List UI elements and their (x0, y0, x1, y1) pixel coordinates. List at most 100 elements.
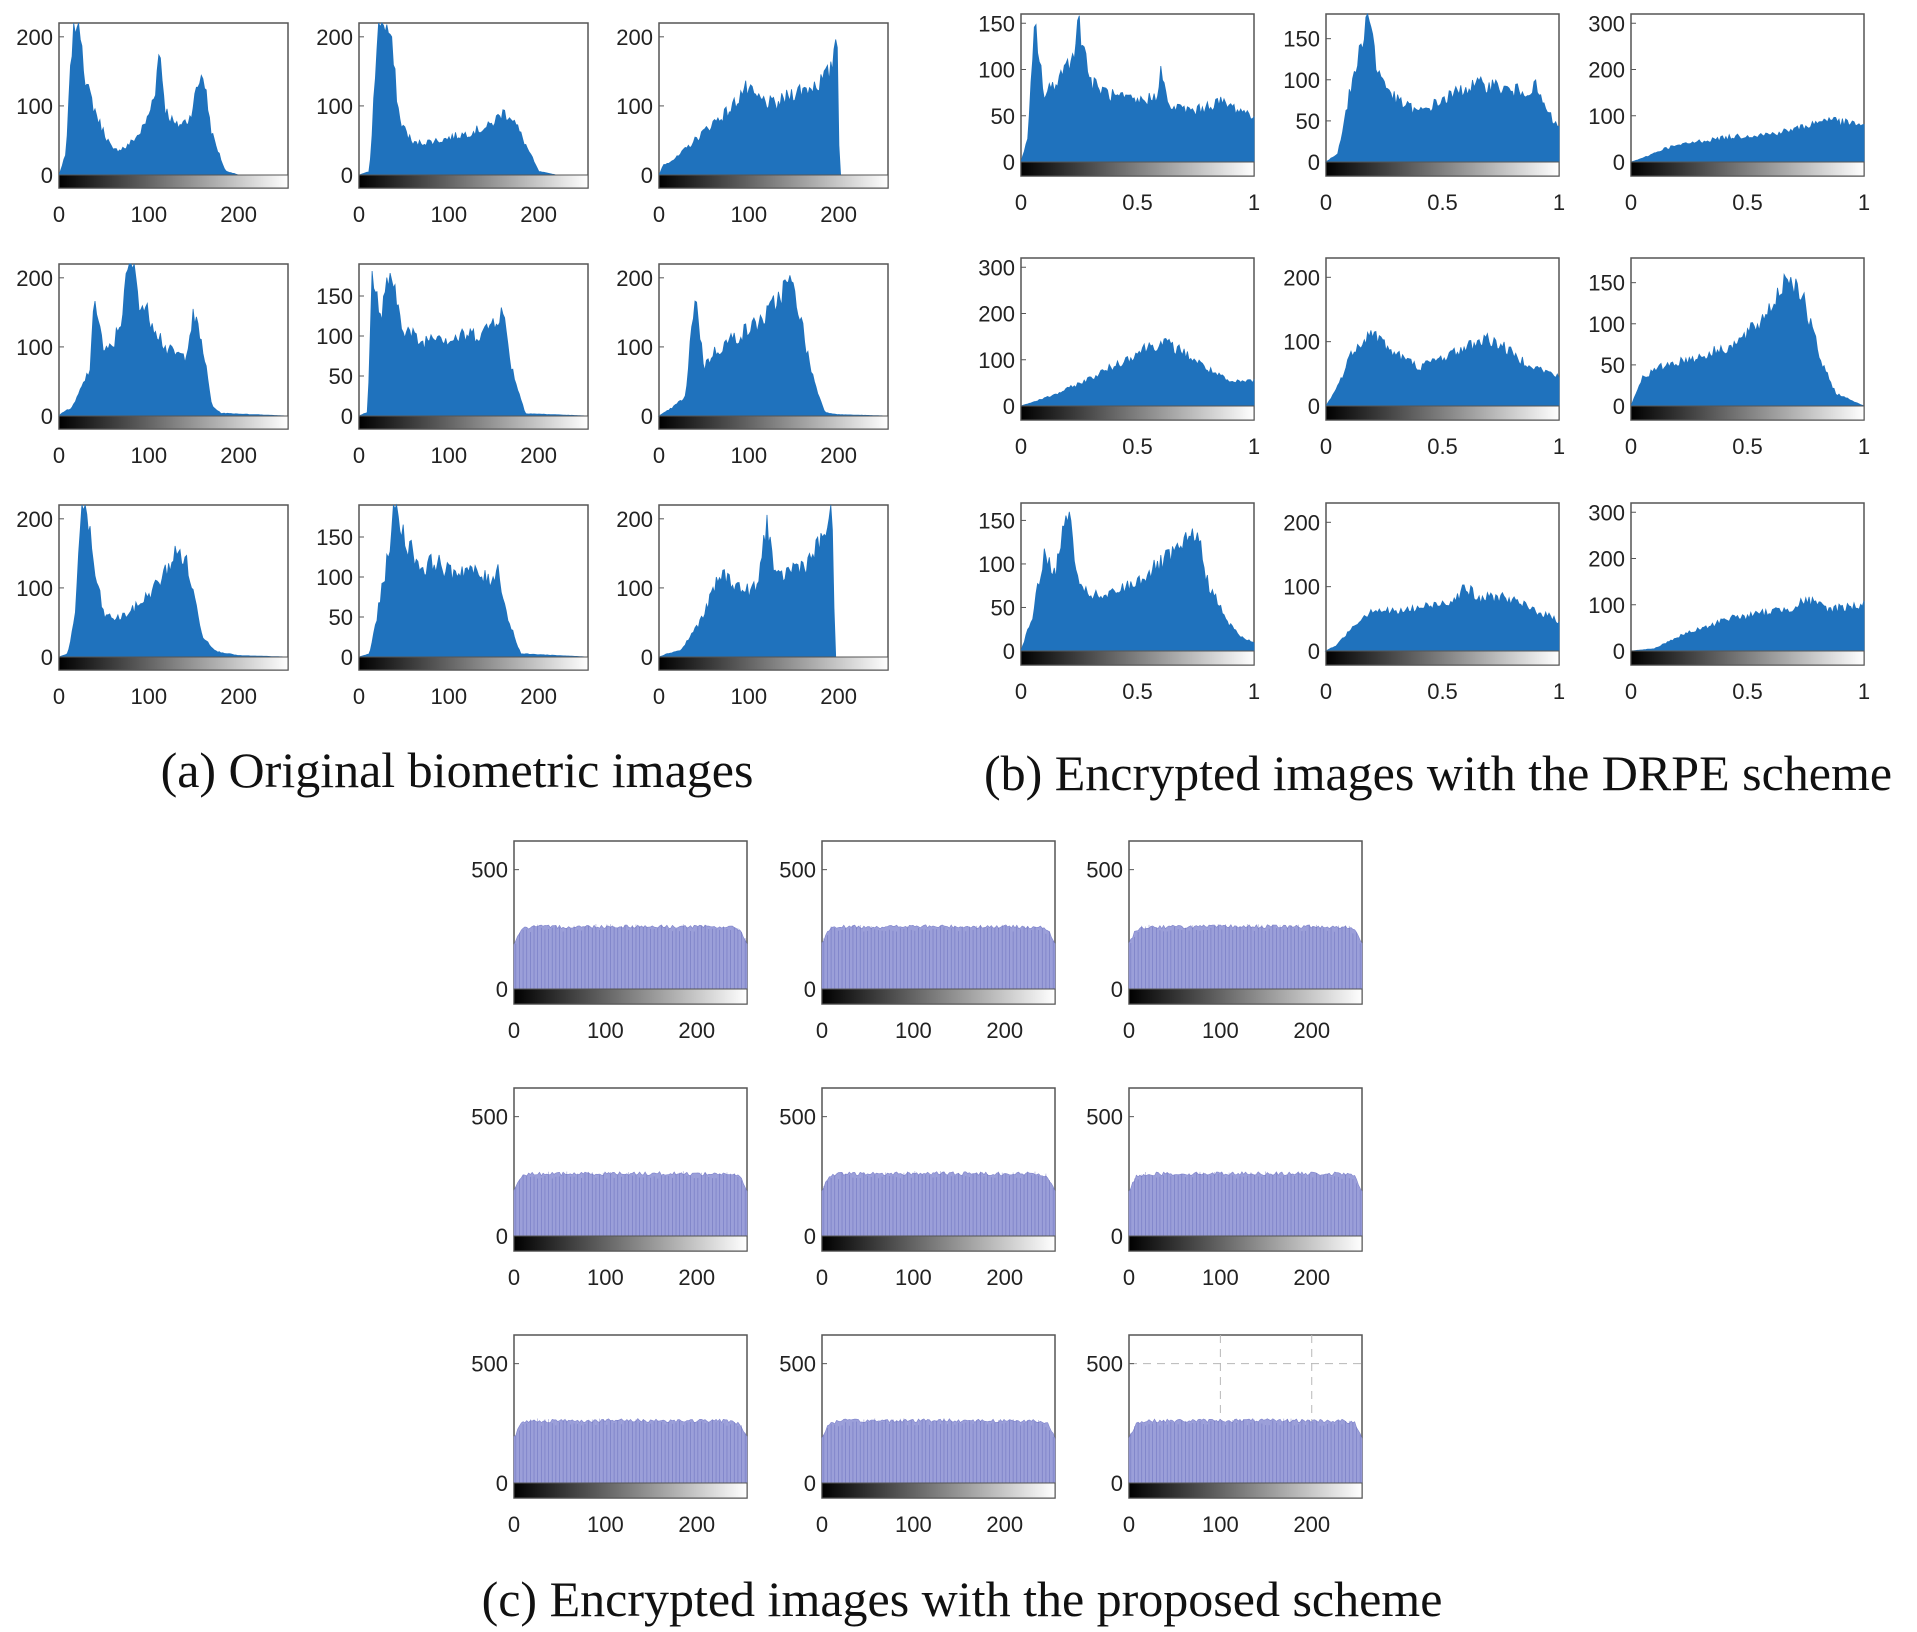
y-tick-label: 100 (316, 565, 353, 590)
y-tick-label: 0 (496, 1471, 508, 1496)
histogram-area (657, 275, 888, 417)
y-tick-label: 0 (41, 645, 53, 670)
y-tick-label: 0 (1111, 1471, 1123, 1496)
histogram-2-9: 0 100 200 300 0 0.5 1 (1588, 500, 1870, 704)
x-tick-label: 1 (1248, 434, 1260, 459)
x-tick-label: 100 (730, 443, 767, 468)
y-tick-label: 100 (316, 324, 353, 349)
y-tick-label: 100 (1588, 593, 1625, 618)
x-tick-label: 0.5 (1122, 434, 1153, 459)
y-tick-label: 100 (1283, 575, 1320, 600)
x-tick-label: 0.5 (1427, 679, 1458, 704)
y-tick-label: 100 (1283, 330, 1320, 355)
x-tick-label: 100 (1202, 1018, 1239, 1043)
histogram-area (513, 1418, 748, 1484)
grayscale-bar (1128, 988, 1363, 1005)
y-tick-label: 500 (471, 858, 508, 883)
x-tick-label: 100 (895, 1265, 932, 1290)
x-tick-label: 0.5 (1732, 434, 1763, 459)
x-tick-label: 0 (1625, 434, 1637, 459)
x-tick-label: 200 (520, 684, 557, 709)
grayscale-bar (658, 415, 889, 430)
y-tick-label: 0 (641, 163, 653, 188)
x-tick-label: 200 (220, 443, 257, 468)
grayscale-bar (658, 656, 889, 671)
y-tick-label: 0 (41, 404, 53, 429)
x-tick-label: 0 (508, 1265, 520, 1290)
x-tick-label: 0 (653, 443, 665, 468)
histogram-3-6: 0 500 0 100 200 (1086, 1087, 1363, 1290)
x-tick-label: 100 (587, 1512, 624, 1537)
x-tick-label: 100 (130, 202, 167, 227)
y-tick-label: 200 (978, 302, 1015, 327)
grayscale-bar (1128, 1235, 1363, 1252)
y-tick-label: 300 (1588, 11, 1625, 36)
x-tick-label: 0 (1123, 1018, 1135, 1043)
y-tick-label: 200 (16, 25, 53, 50)
x-tick-label: 0 (1320, 190, 1332, 215)
histogram-area (58, 504, 288, 658)
histogram-area (1325, 330, 1560, 407)
x-tick-label: 100 (130, 443, 167, 468)
x-tick-label: 0 (53, 443, 65, 468)
histogram-1-8: 0 50 100 150 0 100 200 (316, 503, 589, 709)
y-tick-label: 200 (316, 25, 353, 50)
histogram-area (821, 1171, 1056, 1237)
y-tick-label: 100 (1588, 104, 1625, 129)
y-tick-label: 50 (329, 605, 353, 630)
grayscale-bar (58, 415, 289, 430)
y-tick-label: 200 (1588, 58, 1625, 83)
grayscale-bar (1630, 161, 1865, 177)
x-tick-label: 0 (353, 684, 365, 709)
x-tick-label: 1 (1553, 190, 1565, 215)
y-tick-label: 500 (779, 858, 816, 883)
grayscale-bar (1630, 405, 1865, 421)
grayscale-bar (58, 174, 289, 189)
y-tick-label: 50 (991, 595, 1015, 620)
y-tick-label: 0 (1613, 150, 1625, 175)
x-tick-label: 0 (816, 1512, 828, 1537)
y-tick-label: 150 (1588, 271, 1625, 296)
histogram-1-2: 0 100 200 0 100 200 (316, 22, 589, 227)
x-tick-label: 100 (1202, 1265, 1239, 1290)
y-tick-label: 0 (1308, 394, 1320, 419)
grayscale-bar (1020, 405, 1255, 421)
x-tick-label: 100 (1202, 1512, 1239, 1537)
histogram-2-1: 0 50 100 150 0 0.5 1 (978, 11, 1260, 215)
y-tick-label: 0 (804, 977, 816, 1002)
x-tick-label: 0 (53, 684, 65, 709)
caption-b: (b) Encrypted images with the DRPE schem… (984, 745, 1892, 801)
caption-c: (c) Encrypted images with the proposed s… (482, 1571, 1443, 1627)
histogram-2-5: 0 100 200 0 0.5 1 (1283, 257, 1565, 459)
y-tick-label: 500 (471, 1352, 508, 1377)
x-tick-label: 200 (820, 443, 857, 468)
histogram-area (58, 263, 289, 417)
y-tick-label: 0 (41, 163, 53, 188)
grayscale-bar (358, 656, 589, 671)
y-tick-label: 0 (641, 645, 653, 670)
grayscale-bar (513, 1482, 748, 1499)
y-tick-label: 0 (1613, 639, 1625, 664)
x-tick-label: 0 (1625, 190, 1637, 215)
x-tick-label: 0 (508, 1512, 520, 1537)
y-tick-label: 100 (978, 552, 1015, 577)
grayscale-bar (1325, 161, 1560, 177)
y-tick-label: 100 (616, 335, 653, 360)
y-tick-label: 150 (316, 525, 353, 550)
x-tick-label: 0 (653, 202, 665, 227)
histogram-area (821, 924, 1056, 990)
x-tick-label: 100 (430, 443, 467, 468)
grayscale-bar (821, 1482, 1056, 1499)
histogram-area (513, 1171, 748, 1237)
y-tick-label: 200 (16, 507, 53, 532)
y-tick-label: 0 (1308, 150, 1320, 175)
y-tick-label: 150 (1283, 27, 1320, 52)
histogram-1-7: 0 100 200 0 100 200 (16, 504, 289, 709)
x-tick-label: 0 (508, 1018, 520, 1043)
x-tick-label: 200 (678, 1512, 715, 1537)
x-tick-label: 0.5 (1122, 190, 1153, 215)
y-tick-label: 50 (1601, 353, 1625, 378)
histogram-2-4: 0 100 200 300 0 0.5 1 (978, 255, 1260, 459)
x-tick-label: 0.5 (1427, 434, 1458, 459)
